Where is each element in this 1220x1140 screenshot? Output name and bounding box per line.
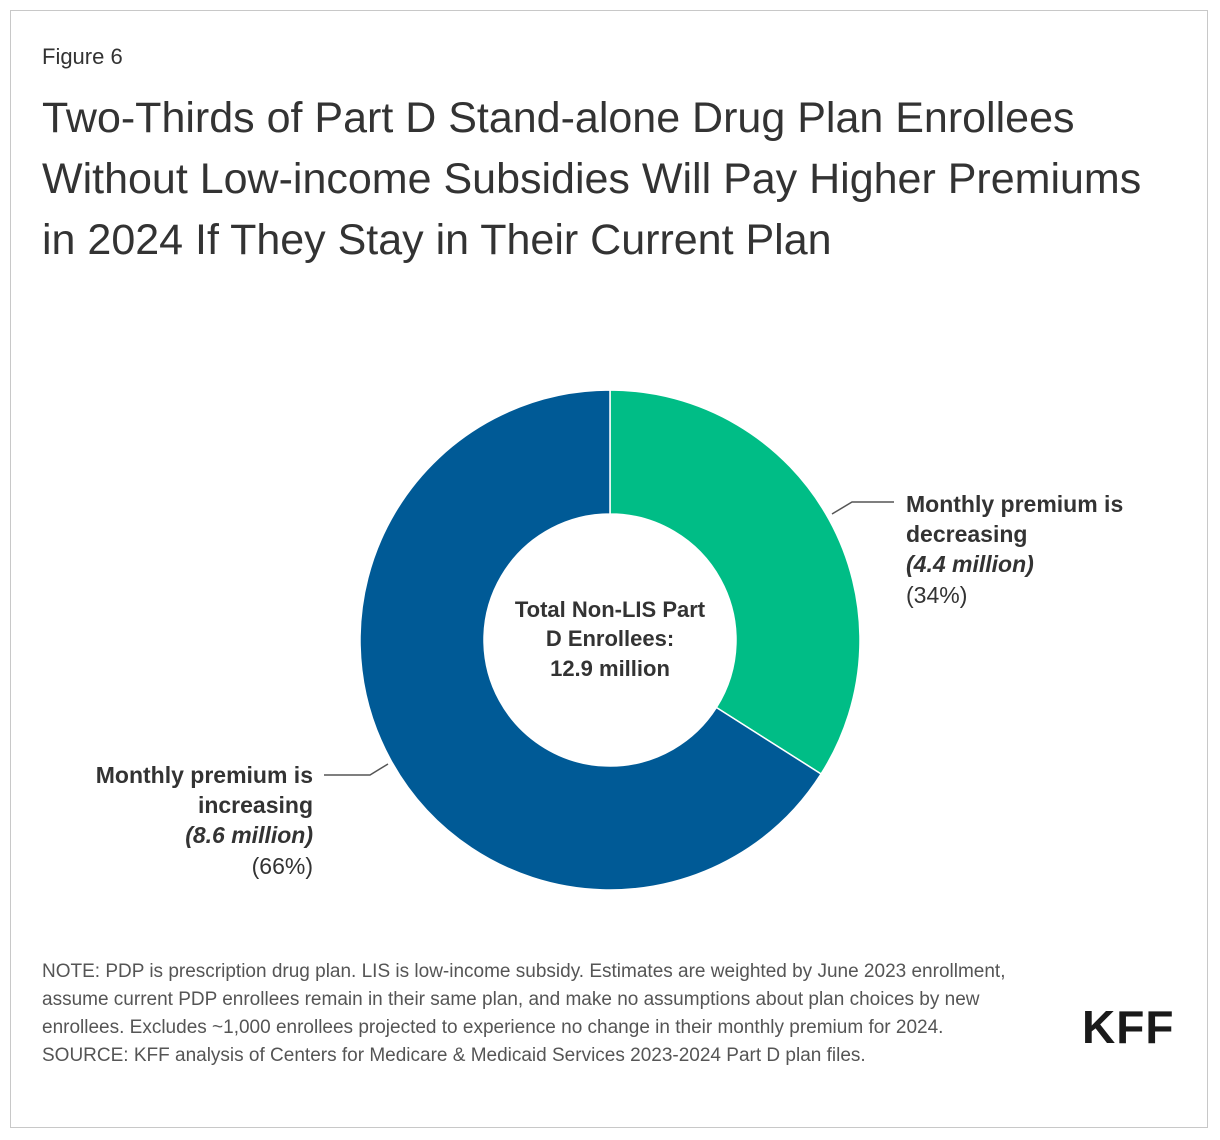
- slice-decreasing: [609, 389, 861, 775]
- percent-increasing: (66%): [252, 853, 313, 879]
- center-label: Total Non-LIS Part D Enrollees: 12.9 mil…: [515, 597, 706, 681]
- donut-slices: [359, 389, 861, 891]
- leader-line-decreasing: [831, 501, 894, 515]
- label-increasing-line-1: Monthly premium is: [96, 762, 313, 788]
- center-label-line-3: 12.9 million: [550, 656, 670, 681]
- center-label-line-1: Total Non-LIS Part: [515, 597, 706, 622]
- kff-logo: KFF: [1082, 1001, 1175, 1053]
- percent-decreasing: (34%): [906, 582, 967, 608]
- value-decreasing: (4.4 million): [906, 551, 1034, 577]
- label-decreasing-line-2: decreasing: [906, 521, 1027, 547]
- chart-title: Two-Thirds of Part D Stand-alone Drug Pl…: [42, 94, 1142, 264]
- label-decreasing-line-1: Monthly premium is: [906, 491, 1123, 517]
- slice-label-decreasing: Monthly premium is decreasing (4.4 milli…: [831, 491, 1123, 608]
- label-increasing-line-2: increasing: [198, 792, 313, 818]
- slice-label-increasing: Monthly premium is increasing (8.6 milli…: [96, 762, 389, 879]
- leader-line-increasing: [324, 763, 389, 776]
- slice-increasing: [359, 389, 823, 891]
- figure-label: Figure 6: [42, 44, 123, 69]
- notes: NOTE: PDP is prescription drug plan. LIS…: [42, 958, 1042, 1070]
- source-text: SOURCE: KFF analysis of Centers for Medi…: [42, 1045, 866, 1066]
- figure-frame: [10, 10, 1208, 1128]
- value-increasing: (8.6 million): [185, 822, 313, 848]
- note-text: NOTE: PDP is prescription drug plan. LIS…: [42, 961, 1006, 1038]
- center-label-line-2: D Enrollees:: [546, 626, 674, 651]
